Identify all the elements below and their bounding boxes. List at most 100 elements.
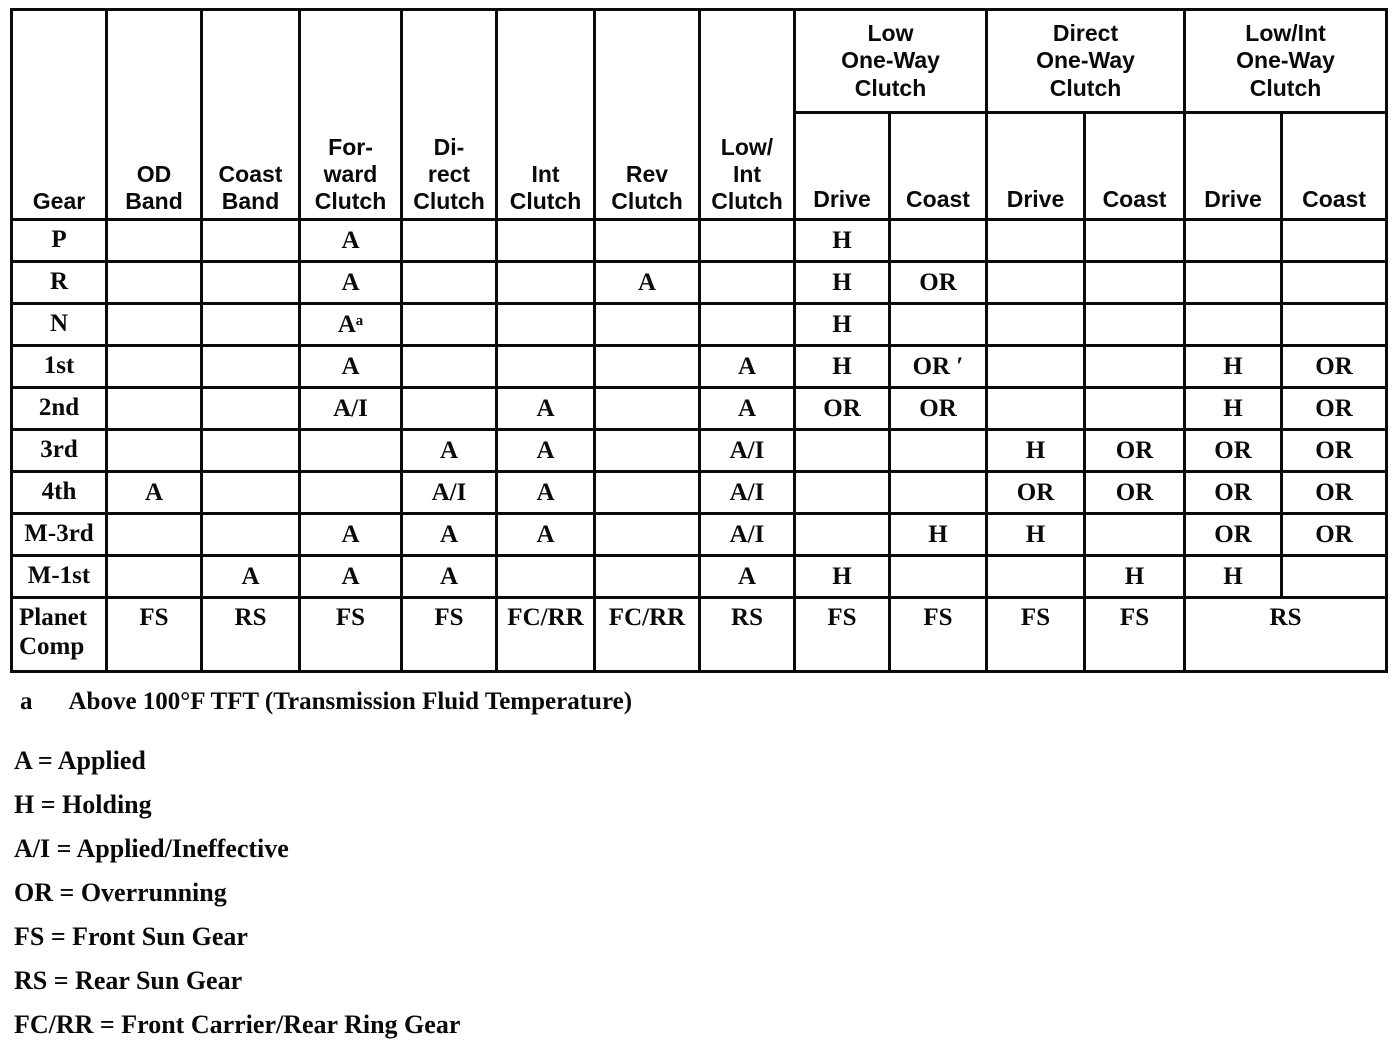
group-header-direct-one-way-clutch: Direct One-Way Clutch (985, 8, 1187, 114)
cell (105, 218, 203, 263)
gear-label: 4th (10, 470, 108, 515)
cell (200, 344, 301, 389)
cell (593, 386, 701, 431)
cell (200, 302, 301, 347)
cell: A (400, 554, 498, 599)
cell (1083, 260, 1187, 305)
cell: OR ′ (887, 344, 989, 389)
gear-label: 2nd (10, 386, 108, 431)
cell: H (887, 512, 989, 557)
legend-item: FC/RR = Front Carrier/Rear Ring Gear (14, 1010, 461, 1039)
cell: OR (1280, 428, 1389, 473)
cell (298, 470, 403, 515)
cell (793, 470, 891, 515)
cell (698, 260, 796, 305)
cell: OR (1280, 470, 1389, 515)
cell (1083, 512, 1187, 557)
cell: OR (1083, 428, 1187, 473)
cell: H (793, 344, 891, 389)
cell: A (495, 470, 596, 515)
cell (400, 344, 498, 389)
gear-label: Planet Comp (10, 596, 108, 673)
cell (495, 260, 596, 305)
sub-header-low-one-way-clutch-drive: Drive (793, 111, 891, 221)
cell (200, 428, 301, 473)
cell (1083, 218, 1187, 263)
legend-item: H = Holding (14, 790, 152, 819)
legend-item: FS = Front Sun Gear (14, 922, 248, 951)
cell (400, 218, 498, 263)
cell: FS (105, 596, 203, 673)
cell (495, 554, 596, 599)
gear-label: R (10, 260, 108, 305)
cell (200, 470, 301, 515)
cell (793, 428, 891, 473)
table-row: 3rd A A A/I H OR OR OR (10, 428, 1389, 473)
cell (105, 260, 203, 305)
cell (400, 386, 498, 431)
table-row: Planet Comp FS RS FS FS FC/RR FC/RR RS FS FS FS FS R… (10, 596, 1389, 673)
cell (593, 512, 701, 557)
cell (985, 260, 1087, 305)
cell (887, 218, 989, 263)
cell: OR (793, 386, 891, 431)
column-header-coast-band: Coast Band (200, 8, 301, 221)
cell (105, 512, 203, 557)
cell: OR (1183, 512, 1284, 557)
cell (1183, 218, 1284, 263)
cell: FC/RR (593, 596, 701, 673)
cell (985, 386, 1087, 431)
cell (887, 302, 989, 347)
cell (495, 302, 596, 347)
cell (985, 218, 1087, 263)
cell: A (593, 260, 701, 305)
column-header-rev-clutch: Rev Clutch (593, 8, 701, 221)
cell (105, 302, 203, 347)
cell (1280, 554, 1389, 599)
column-header-forward-clutch: For- ward Clutch (298, 8, 403, 221)
cell (985, 344, 1087, 389)
cell: OR (887, 260, 989, 305)
cell (298, 428, 403, 473)
sub-header-direct-one-way-clutch-drive: Drive (985, 111, 1087, 221)
cell: A (298, 554, 403, 599)
column-header-direct-clutch: Di- rect Clutch (400, 8, 498, 221)
column-header-gear: Gear (10, 8, 108, 221)
sub-header-direct-one-way-clutch-coast: Coast (1083, 111, 1187, 221)
cell: A (298, 260, 403, 305)
group-header-low-one-way-clutch: Low One-Way Clutch (792, 8, 989, 114)
cell: OR (1183, 428, 1284, 473)
sub-header-low-int-one-way-clutch-coast: Coast (1280, 111, 1389, 221)
cell: A (298, 512, 403, 557)
cell (400, 260, 498, 305)
cell (593, 302, 701, 347)
cell: A (698, 386, 796, 431)
footnote: a Above 100°F TFT (Transmission Fluid Te… (20, 688, 1385, 716)
cell (495, 344, 596, 389)
table-body: P A H R A A H OR N Aᵃ H 1st A A H OR ′ H OR 2nd A/I A A OR OR H O… (10, 218, 1389, 673)
cell (200, 512, 301, 557)
cell: FS (985, 596, 1087, 673)
cell: H (1183, 386, 1284, 431)
cell: A (298, 344, 403, 389)
cell: A (495, 512, 596, 557)
cell (985, 554, 1087, 599)
table-row: N Aᵃ H (10, 302, 1389, 347)
cell: A/I (400, 470, 498, 515)
cell: OR (1280, 344, 1389, 389)
table-row: 1st A A H OR ′ H OR (10, 344, 1389, 389)
cell: H (1083, 554, 1187, 599)
gear-label: M-3rd (10, 512, 108, 557)
cell (1183, 302, 1284, 347)
cell: OR (1083, 470, 1187, 515)
gear-label: M-1st (10, 554, 108, 599)
legend-item: OR = Overrunning (14, 878, 227, 907)
cell: OR (1183, 470, 1284, 515)
cell (698, 218, 796, 263)
table-row: 2nd A/I A A OR OR H OR (10, 386, 1389, 431)
cell: H (793, 260, 891, 305)
cell (1083, 386, 1187, 431)
cell: Aᵃ (298, 302, 403, 347)
